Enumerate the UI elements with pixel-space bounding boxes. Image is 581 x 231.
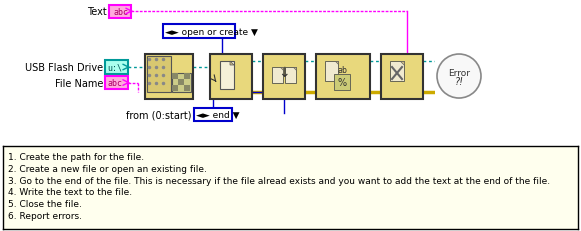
Bar bbox=[184, 86, 190, 92]
Bar bbox=[334, 75, 350, 91]
Bar bbox=[163, 25, 235, 39]
Text: ab: ab bbox=[337, 65, 347, 74]
Bar bbox=[263, 55, 305, 100]
Text: Error: Error bbox=[448, 68, 470, 77]
Text: ↓: ↓ bbox=[278, 66, 290, 80]
Bar bbox=[178, 80, 184, 86]
Bar bbox=[147, 57, 171, 93]
Polygon shape bbox=[293, 68, 296, 71]
Polygon shape bbox=[230, 62, 234, 66]
Text: u:\: u:\ bbox=[107, 63, 122, 72]
Bar bbox=[109, 6, 131, 19]
Bar bbox=[316, 55, 370, 100]
Text: 5. Close the file.: 5. Close the file. bbox=[8, 199, 81, 208]
Polygon shape bbox=[400, 62, 404, 66]
Text: 2. Create a new file or open an existing file.: 2. Create a new file or open an existing… bbox=[8, 164, 206, 173]
Polygon shape bbox=[280, 68, 283, 71]
Polygon shape bbox=[335, 62, 338, 65]
Text: from (0:start): from (0:start) bbox=[127, 109, 192, 119]
Text: abc: abc bbox=[114, 8, 129, 17]
Bar bbox=[172, 86, 178, 92]
Bar bbox=[172, 74, 191, 93]
Bar bbox=[105, 61, 128, 75]
Bar bbox=[105, 77, 128, 90]
Bar bbox=[381, 55, 423, 100]
Text: ◄► open or create ▼: ◄► open or create ▼ bbox=[165, 27, 258, 36]
Bar bbox=[285, 68, 296, 84]
Text: 4. Write the text to the file.: 4. Write the text to the file. bbox=[8, 188, 132, 197]
Text: ◄► end ▼: ◄► end ▼ bbox=[196, 111, 239, 119]
Bar bbox=[390, 62, 404, 82]
Bar bbox=[325, 62, 338, 82]
Circle shape bbox=[437, 55, 481, 99]
Bar bbox=[145, 55, 193, 100]
Bar bbox=[172, 74, 178, 80]
Text: USB Flash Drive: USB Flash Drive bbox=[25, 63, 103, 73]
Text: 1. Create the path for the file.: 1. Create the path for the file. bbox=[8, 152, 144, 161]
Text: 6. Report errors.: 6. Report errors. bbox=[8, 211, 81, 220]
Text: abc: abc bbox=[107, 79, 122, 88]
Text: Text: Text bbox=[87, 7, 107, 17]
Bar bbox=[272, 68, 283, 84]
Polygon shape bbox=[220, 62, 234, 90]
Bar bbox=[184, 74, 190, 80]
Text: 3. Go to the end of the file. This is necessary if the file alread exists and yo: 3. Go to the end of the file. This is ne… bbox=[8, 176, 550, 185]
Text: ?!: ?! bbox=[454, 77, 464, 87]
Bar bbox=[194, 109, 232, 122]
Text: %: % bbox=[338, 78, 346, 88]
Text: File Name: File Name bbox=[55, 79, 103, 89]
Bar bbox=[435, 55, 483, 100]
Bar bbox=[210, 55, 252, 100]
